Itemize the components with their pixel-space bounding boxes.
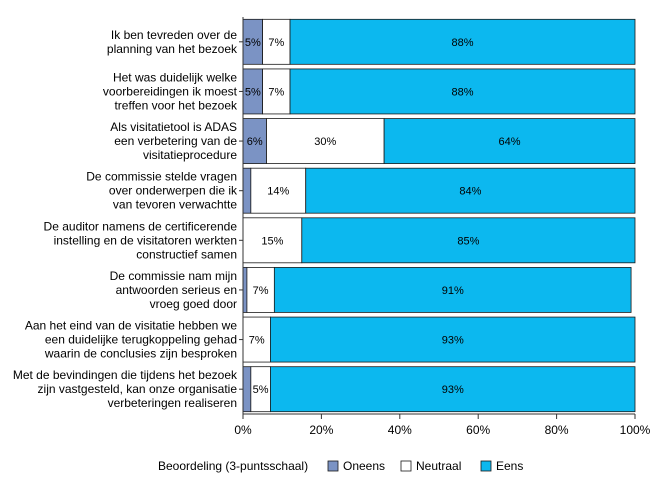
category-label-7: Met de bevindingen die tijdens het bezoe… xyxy=(13,368,238,410)
bar-eens-2 xyxy=(383,118,636,164)
category-label-6: Aan het eind van de visitatie hebben we e… xyxy=(25,319,237,361)
data-label-neutraal-4: 15% xyxy=(261,235,283,247)
legend-label-eens: Eens xyxy=(496,459,523,473)
legend-title: Beoordeling (3-puntsschaal) xyxy=(158,459,308,473)
category-label-1: Het was duidelijk welke voorbereidingen i… xyxy=(103,70,238,112)
bar-eens-0 xyxy=(289,18,636,65)
legend-swatch-neutraal xyxy=(400,460,412,472)
bar-eens-1 xyxy=(289,68,636,115)
legend-label-oneens: Oneens xyxy=(343,459,385,473)
bar-oneens-7 xyxy=(242,366,252,413)
category-label-0: Ik ben tevreden over de planning van het … xyxy=(107,28,238,56)
data-label-neutraal-5: 7% xyxy=(253,285,269,297)
bar-eens-6 xyxy=(270,316,636,363)
bar-eens-5 xyxy=(273,267,632,313)
legend-swatch-oneens xyxy=(327,460,339,472)
bars-group: 5% 7% 88% 5% 7% 88% 6% 30% 64% 14% 84% 15% 85% 7% 91% 7… xyxy=(242,18,636,413)
bar-oneens-3 xyxy=(242,167,252,214)
x-tick-label-0: 0% xyxy=(234,423,252,437)
bar-neutraal-5 xyxy=(246,267,275,313)
data-label-oneens-1: 5% xyxy=(245,86,261,98)
bar-neutraal-2 xyxy=(266,118,385,164)
data-label-oneens-2: 6% xyxy=(247,136,263,148)
data-label-eens-2: 64% xyxy=(499,136,521,148)
data-label-eens-0: 88% xyxy=(452,37,474,49)
legend: Beoordeling (3-puntsschaal) Oneens Neutraa… xyxy=(158,459,523,473)
category-label-5: De commissie nam mijn antwoorden serieus … xyxy=(110,269,237,311)
bar-eens-4 xyxy=(301,217,636,264)
x-tick-label-2: 40% xyxy=(388,423,412,437)
bar-neutraal-3 xyxy=(250,167,307,214)
data-label-neutraal-2: 30% xyxy=(314,136,336,148)
legend-swatch-eens xyxy=(480,460,492,472)
x-tick-label-5: 100% xyxy=(620,423,651,437)
x-tick-label-1: 20% xyxy=(309,423,333,437)
data-label-eens-7: 93% xyxy=(442,384,464,396)
data-label-neutraal-3: 14% xyxy=(267,186,289,198)
data-label-neutraal-1: 7% xyxy=(268,86,284,98)
data-label-eens-1: 88% xyxy=(452,86,474,98)
data-label-eens-6: 93% xyxy=(442,335,464,347)
x-tick-label-3: 60% xyxy=(466,423,490,437)
category-label-3: De commissie stelde vragen over onderwerp… xyxy=(86,170,238,212)
category-label-4: De auditor namens de certificerende inste… xyxy=(44,219,238,261)
x-axis: 0% 20% 40% 60% 80% 100% xyxy=(234,17,651,437)
category-labels: Ik ben tevreden over de planning van het … xyxy=(13,28,243,410)
bar-neutraal-0 xyxy=(262,18,291,65)
data-label-neutraal-0: 7% xyxy=(268,37,284,49)
bar-eens-7 xyxy=(270,366,636,413)
data-label-neutraal-7: 5% xyxy=(253,384,269,396)
data-label-eens-3: 84% xyxy=(459,186,481,198)
data-label-neutraal-6: 7% xyxy=(249,335,265,347)
data-label-eens-5: 91% xyxy=(442,285,464,297)
data-label-eens-4: 85% xyxy=(457,235,479,247)
category-label-2: Als visitatietool is ADAS een verbetering… xyxy=(110,120,237,162)
bar-oneens-5 xyxy=(242,267,248,313)
legend-label-neutraal: Neutraal xyxy=(416,459,461,473)
bar-eens-3 xyxy=(305,167,636,214)
x-tick-label-4: 80% xyxy=(545,423,569,437)
data-label-oneens-0: 5% xyxy=(245,37,261,49)
